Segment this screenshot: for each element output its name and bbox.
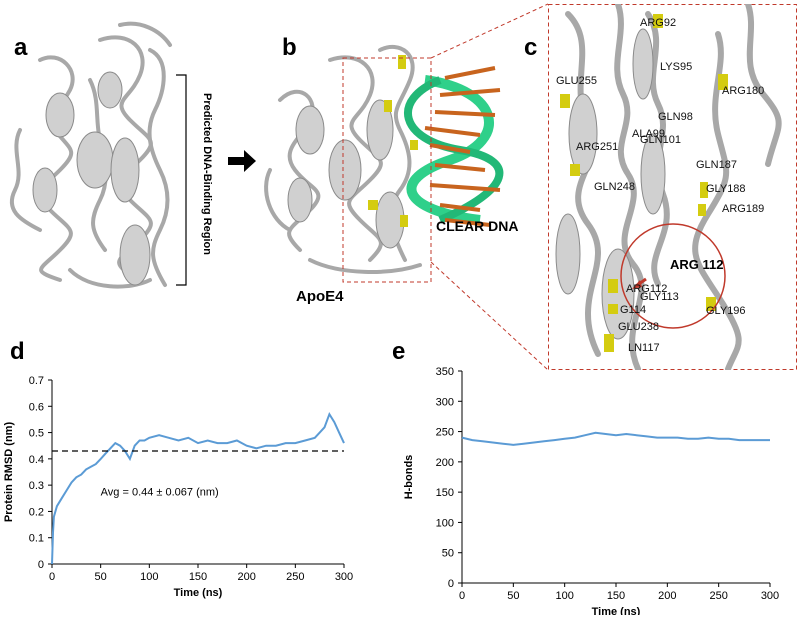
- residue-label: GLN101: [640, 134, 681, 146]
- rmsd-y-axis-label: Protein RMSD (nm): [3, 422, 15, 523]
- residue-label: ALA99: [632, 128, 665, 140]
- right-arrow-icon: [228, 150, 256, 172]
- x-tick-label: 50: [507, 590, 519, 602]
- x-tick-label: 0: [459, 590, 465, 602]
- residue-label: GLN187: [696, 159, 737, 171]
- average-annotation: Avg = 0.44 ± 0.067 (nm): [101, 487, 219, 499]
- rmsd-chart-axes: [51, 380, 344, 565]
- x-tick-label: 200: [658, 590, 676, 602]
- panel-letter-e: e: [392, 338, 406, 365]
- zoom-region-frame: [342, 57, 432, 283]
- arg112-highlight-label: ARG 112: [670, 257, 723, 272]
- y-tick-label: 350: [436, 366, 454, 378]
- protein-label-apoe4: ApoE4: [296, 288, 344, 305]
- hbonds-chart: 0 50 100 150 200 250 300050100150200250300350 …: [403, 366, 780, 615]
- x-tick-label: 200: [237, 571, 255, 583]
- x-tick-label: 150: [607, 590, 625, 602]
- y-tick-label: 0.6: [29, 401, 44, 413]
- y-tick-label: 0.5: [29, 428, 44, 440]
- rmsd-chart: 0 50 100 150 200 250 300 0 0.1 0.2 0.3 0.4 0.5 0.6 0.7…: [3, 375, 353, 599]
- residue-label: ARG189: [722, 203, 764, 215]
- protein-helices-c: [555, 28, 666, 340]
- residue-label: ARG180: [722, 85, 764, 97]
- dna-helix: [404, 66, 504, 227]
- dna-label: CLEAR DNA: [436, 218, 519, 234]
- residue-label: LYS95: [660, 61, 692, 73]
- residue-label: ARG92: [640, 17, 676, 29]
- hbonds-x-axis-label: Time (ns): [592, 606, 641, 615]
- hbonds-y-axis-label: H-bonds: [403, 455, 415, 500]
- rmsd-chart-ticks: 0 50 100 150 200 250 300 0 0.1 0.2 0.3 0.4 0.5 0.6 0.7: [29, 375, 353, 583]
- residue-label: ARG112: [626, 283, 667, 295]
- y-tick-label: 0.1: [29, 533, 44, 545]
- y-tick-label: 150: [436, 487, 454, 499]
- rmsd-series-line: [51, 411, 345, 565]
- residue-label: GLY196: [706, 305, 746, 317]
- x-tick-label: 0: [49, 571, 55, 583]
- x-tick-label: 250: [709, 590, 727, 602]
- y-tick-label: 0: [38, 559, 44, 571]
- highlighted-residues-c: [560, 14, 728, 352]
- panel-letter-d: d: [10, 338, 25, 365]
- hbonds-chart-ticks: 0 50 100 150 200 250 300 0 50 100 150 200 250 300 350: [436, 366, 780, 602]
- x-tick-label: 300: [761, 590, 779, 602]
- arg112-highlight-circle: [620, 223, 726, 329]
- residue-label: GLN98: [658, 111, 693, 123]
- x-tick-label: 250: [286, 571, 304, 583]
- hbonds-chart-axes: [461, 371, 770, 584]
- residue-label: LN117: [628, 342, 660, 354]
- y-tick-label: 0.7: [29, 375, 44, 387]
- panel-a-protein-structure: [9, 21, 187, 289]
- protein-helices-a: [32, 71, 151, 286]
- y-tick-label: 0.2: [29, 506, 44, 518]
- protein-ribbon-c: [565, 4, 782, 370]
- y-tick-label: 0.4: [29, 454, 44, 466]
- residue-label: G114: [620, 304, 646, 316]
- residue-label: GLY113: [640, 291, 679, 303]
- y-tick-label: 0: [448, 578, 454, 590]
- protein-helices-b: [287, 99, 405, 249]
- x-tick-label: 100: [140, 571, 158, 583]
- rmsd-x-axis-label: Time (ns): [174, 587, 223, 599]
- panel-letter-b: b: [282, 34, 297, 61]
- residue-label: GLY188: [706, 183, 746, 195]
- x-tick-label: 100: [555, 590, 573, 602]
- residue-label: GLN248: [594, 181, 635, 193]
- panel-letter-a: a: [14, 34, 28, 61]
- x-tick-label: 50: [95, 571, 107, 583]
- dna-bases: [424, 66, 501, 227]
- y-tick-label: 250: [436, 427, 454, 439]
- y-tick-label: 0.3: [29, 480, 44, 492]
- hbonds-series-line: [461, 431, 770, 446]
- highlighted-residues-b: [368, 55, 418, 227]
- y-tick-label: 50: [442, 548, 454, 560]
- x-tick-label: 300: [335, 571, 353, 583]
- residue-label: ARG251: [576, 141, 618, 153]
- y-tick-label: 300: [436, 396, 454, 408]
- arrowhead-icon: [632, 280, 642, 289]
- residue-label: GLU238: [618, 321, 659, 333]
- dna-binding-region-bracket: [176, 74, 187, 286]
- residue-label: GLU255: [556, 75, 597, 87]
- panel-letter-c: c: [524, 34, 538, 61]
- x-tick-label: 150: [189, 571, 207, 583]
- panel-c-zoom-detail: ARG92 LYS95 GLU255 ARG180 GLN98 ALA99 GL…: [548, 4, 797, 370]
- y-tick-label: 100: [436, 517, 454, 529]
- y-tick-label: 200: [436, 457, 454, 469]
- panel-b-protein-dna-complex: [264, 44, 504, 283]
